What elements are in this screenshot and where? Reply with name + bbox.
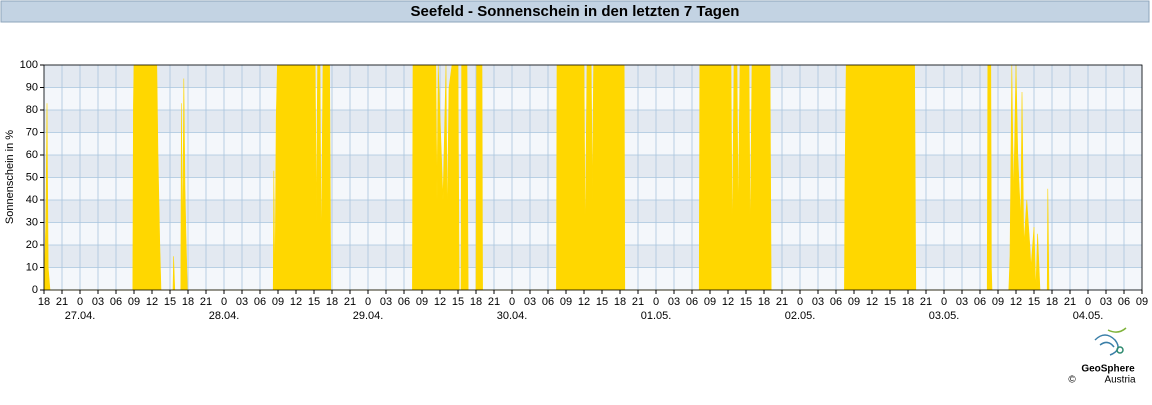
x-tick-label: 18: [470, 296, 482, 308]
y-tick-label: 100: [20, 59, 38, 71]
date-label: 04.05.: [1073, 310, 1104, 322]
x-tick-label: 12: [866, 296, 878, 308]
x-tick-label: 03: [380, 296, 392, 308]
x-tick-label: 21: [776, 296, 788, 308]
x-tick-label: 12: [146, 296, 158, 308]
sunshine-area: [43, 64, 1050, 291]
x-tick-label: 0: [797, 296, 803, 308]
x-tick-label: 03: [1100, 296, 1112, 308]
x-tick-label: 03: [92, 296, 104, 308]
date-label: 27.04.: [65, 310, 96, 322]
x-tick-label: 09: [416, 296, 428, 308]
x-tick-label: 21: [1064, 296, 1076, 308]
x-tick-label: 06: [686, 296, 698, 308]
x-tick-label: 0: [941, 296, 947, 308]
y-tick-label: 80: [26, 104, 38, 116]
x-tick-label: 18: [182, 296, 194, 308]
x-tick-label: 12: [1010, 296, 1022, 308]
x-tick-label: 15: [740, 296, 752, 308]
x-tick-label: 03: [524, 296, 536, 308]
y-tick-label: 30: [26, 216, 38, 228]
band: [44, 65, 1142, 88]
x-tick-label: 0: [509, 296, 515, 308]
y-tick-label: 10: [26, 261, 38, 273]
x-tick-label: 21: [632, 296, 644, 308]
x-tick-label: 03: [668, 296, 680, 308]
x-tick-label: 03: [812, 296, 824, 308]
date-label: 28.04.: [209, 310, 240, 322]
x-tick-label: 12: [434, 296, 446, 308]
x-tick-label: 06: [1118, 296, 1130, 308]
x-tick-label: 15: [308, 296, 320, 308]
y-tick-label: 0: [32, 284, 38, 296]
date-label: 01.05.: [641, 310, 672, 322]
x-tick-label: 0: [221, 296, 227, 308]
x-tick-label: 03: [956, 296, 968, 308]
date-label: 02.05.: [785, 310, 816, 322]
logo: [1094, 327, 1127, 356]
x-tick-label: 21: [56, 296, 68, 308]
x-tick-label: 06: [542, 296, 554, 308]
x-tick-label: 0: [365, 296, 371, 308]
x-tick-label: 03: [236, 296, 248, 308]
x-tick-label: 12: [722, 296, 734, 308]
y-tick-label: 90: [26, 81, 38, 93]
title-bar: [0, 0, 1150, 23]
y-tick-label: 50: [26, 171, 38, 183]
x-tick-label: 06: [830, 296, 842, 308]
x-tick-label: 18: [326, 296, 338, 308]
date-label: 30.04.: [497, 310, 528, 322]
chart-title: Seefeld - Sonnenschein in den letzten 7 …: [411, 3, 740, 20]
x-tick-label: 0: [653, 296, 659, 308]
x-tick-label: 12: [290, 296, 302, 308]
x-tick-label: 21: [488, 296, 500, 308]
x-tick-label: 21: [920, 296, 932, 308]
x-tick-label: 18: [902, 296, 914, 308]
x-tick-label: 06: [398, 296, 410, 308]
x-tick-label: 0: [1085, 296, 1091, 308]
x-tick-label: 09: [1136, 296, 1148, 308]
x-tick-label: 09: [848, 296, 860, 308]
x-tick-label: 06: [974, 296, 986, 308]
y-tick-label: 60: [26, 149, 38, 161]
date-label: 03.05.: [929, 310, 960, 322]
x-tick-label: 18: [758, 296, 770, 308]
x-tick-label: 09: [560, 296, 572, 308]
x-tick-label: 15: [452, 296, 464, 308]
logo-text: GeoSphere: [1081, 364, 1135, 375]
y-tick-label: 70: [26, 126, 38, 138]
x-tick-label: 15: [1028, 296, 1040, 308]
y-axis-label: Sonnenschein in %: [4, 130, 16, 224]
x-tick-label: 06: [110, 296, 122, 308]
x-tick-label: 18: [614, 296, 626, 308]
x-tick-label: 21: [344, 296, 356, 308]
logo-sub: Austria: [1104, 375, 1136, 386]
y-tick-label: 40: [26, 194, 38, 206]
copyright: ©: [1068, 375, 1076, 386]
date-label: 29.04.: [353, 310, 384, 322]
x-tick-label: 21: [200, 296, 212, 308]
x-tick-label: 15: [596, 296, 608, 308]
x-tick-label: 12: [578, 296, 590, 308]
plot-border: [43, 64, 1143, 291]
x-tick-label: 15: [164, 296, 176, 308]
x-tick-label: 18: [1046, 296, 1058, 308]
x-tick-label: 09: [992, 296, 1004, 308]
x-tick-label: 09: [128, 296, 140, 308]
x-tick-label: 15: [884, 296, 896, 308]
x-tick-label: 09: [704, 296, 716, 308]
x-tick-label: 06: [254, 296, 266, 308]
x-tick-label: 18: [38, 296, 50, 308]
y-tick-label: 20: [26, 239, 38, 251]
x-tick-label: 0: [77, 296, 83, 308]
x-tick-label: 09: [272, 296, 284, 308]
